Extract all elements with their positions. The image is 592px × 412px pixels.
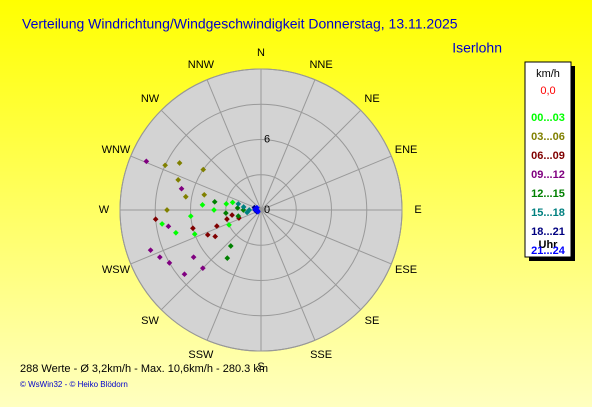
point	[229, 199, 236, 206]
direction-label: WNW	[102, 144, 131, 156]
point	[227, 243, 234, 249]
point	[159, 221, 165, 227]
point	[234, 205, 241, 211]
point	[223, 210, 229, 216]
point	[178, 185, 185, 192]
direction-label: N	[257, 47, 265, 59]
point	[152, 216, 159, 223]
spoke	[206, 209, 262, 341]
spoke	[160, 209, 262, 311]
point	[224, 255, 231, 261]
direction-label: NNE	[309, 59, 332, 71]
point	[165, 223, 172, 230]
point	[223, 201, 230, 207]
point	[214, 223, 220, 229]
point	[191, 231, 198, 237]
station: Iserlohn	[452, 40, 502, 56]
point	[200, 265, 206, 271]
legend-label: 15...18	[531, 207, 565, 219]
footer: 288 Werte - Ø 3,2km/h - Max. 10,6km/h - …	[20, 363, 268, 375]
direction-label: WSW	[102, 264, 131, 276]
point	[143, 158, 150, 165]
copyright: © WsWin32 - © Heiko Blödorn	[20, 380, 128, 389]
direction-label: ENE	[395, 144, 418, 156]
point	[212, 233, 219, 240]
legend-box	[524, 61, 572, 258]
direction-label: NE	[364, 93, 379, 105]
r-tick-label: 6	[264, 133, 270, 145]
direction-label: NW	[141, 93, 160, 105]
point	[226, 222, 232, 228]
point	[176, 160, 183, 166]
point	[255, 208, 261, 215]
point	[190, 225, 196, 232]
direction-label: S	[257, 361, 264, 373]
point	[181, 271, 188, 278]
direction-label: E	[414, 204, 421, 216]
spoke	[260, 155, 392, 211]
point	[164, 207, 170, 213]
direction-label: SE	[365, 315, 380, 327]
legend-label: 21...24	[531, 245, 566, 257]
spoke	[206, 79, 262, 211]
point	[211, 207, 217, 213]
spoke	[260, 209, 392, 265]
spoke	[260, 79, 316, 211]
point	[229, 212, 235, 218]
direction-label: W	[99, 204, 110, 216]
point	[173, 229, 179, 236]
chart-title: Verteilung Windrichtung/Windgeschwindigk…	[22, 16, 458, 32]
point	[182, 193, 189, 200]
point	[200, 166, 207, 173]
legend-label: 06...09	[531, 150, 565, 162]
legend-title: km/h	[536, 68, 560, 80]
point	[147, 247, 154, 254]
point	[240, 204, 247, 210]
point	[224, 216, 230, 222]
point	[199, 202, 206, 208]
direction-label: ESE	[395, 264, 417, 276]
direction-label: SSE	[310, 349, 332, 361]
point	[254, 204, 260, 211]
spoke	[260, 209, 316, 341]
legend-label: 18...21	[531, 226, 565, 238]
point	[190, 254, 197, 261]
direction-label: SSW	[188, 349, 214, 361]
point	[162, 162, 168, 169]
current-value: 0,0	[540, 85, 555, 97]
point	[204, 232, 211, 238]
spoke	[130, 155, 262, 211]
point	[166, 260, 173, 266]
legend-label: 03...06	[531, 131, 565, 143]
legend-label: 09...12	[531, 169, 565, 181]
point	[201, 191, 208, 198]
legend-label: 00...03	[531, 112, 565, 124]
spoke	[260, 209, 362, 311]
spoke	[160, 109, 262, 211]
point	[211, 199, 218, 205]
legend-footer: Uhr	[539, 239, 559, 251]
direction-label: SW	[141, 315, 159, 327]
point	[244, 209, 250, 216]
point	[175, 177, 182, 183]
r-tick-label: 0	[264, 204, 270, 216]
point	[187, 213, 194, 219]
direction-label: NNW	[188, 59, 215, 71]
spoke	[260, 109, 362, 211]
legend-label: 12...15	[531, 188, 565, 200]
